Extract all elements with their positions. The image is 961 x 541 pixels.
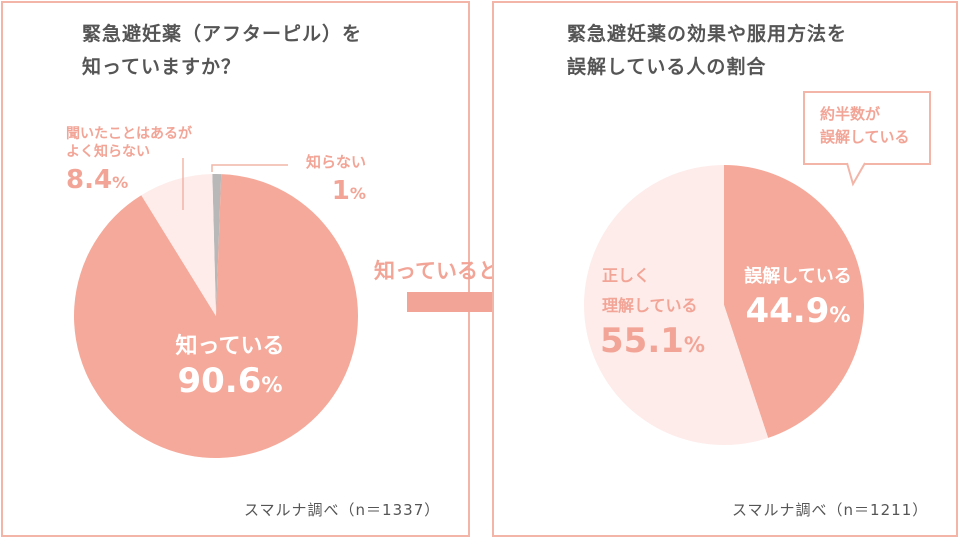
slice-value-understand: 55.1% (600, 324, 705, 358)
callout-bubble: 約半数が 誤解している (803, 91, 931, 165)
right-title-line-1: 緊急避妊薬の効果や服用方法を (567, 23, 848, 45)
slice-value-heard-number: 8.4 (66, 165, 113, 195)
slice-value-understand-unit: % (683, 332, 706, 357)
slice-label-understand-line-1: 正しく (602, 266, 651, 285)
callout-line-2: 誤解している (820, 128, 910, 146)
right-title-line-2: 誤解している人の割合 (567, 56, 767, 78)
slice-value-heard-not-know: 8.4% (66, 167, 128, 193)
slice-value-know: 90.6% (130, 364, 330, 398)
left-slice-know (74, 174, 358, 458)
right-slice-understand (583, 165, 769, 446)
slice-value-understand-number: 55.1 (600, 321, 684, 361)
slice-label-heard-not-know: 聞いたことはあるが よく知らない (66, 125, 192, 161)
slice-label-know: 知っている (175, 334, 285, 359)
slice-label-heard-line-1: 聞いたことはあるが (66, 126, 192, 142)
right-chart-title: 緊急避妊薬の効果や服用方法を 誤解している人の割合 (567, 18, 847, 84)
right-source-note: スマルナ調べ（n＝1211） (732, 501, 929, 519)
left-title-line-2: 知っていますか？ (82, 56, 242, 78)
slice-label-understand: 正しく 理解している (602, 261, 698, 321)
slice-label-understand-line-2: 理解している (602, 296, 698, 315)
right-arrow-icon (407, 278, 535, 326)
left-slice-heard-not-know (141, 174, 216, 316)
left-title-line-1: 緊急避妊薬（アフターピル）を (82, 23, 363, 45)
right-slice-misunderstand (724, 165, 864, 438)
slice-value-heard-unit: % (112, 173, 129, 192)
slice-value-know-number: 90.6 (177, 361, 262, 401)
leader-line-not-know (211, 164, 288, 172)
slice-value-know-unit: % (261, 372, 283, 397)
callout-line-1: 約半数が (820, 105, 881, 123)
callout-pointer (846, 162, 866, 187)
slice-value-not-know-number: 1 (331, 176, 350, 206)
left-chart-title: 緊急避妊薬（アフターピル）を 知っていますか？ (82, 18, 362, 84)
left-source-note: スマルナ調べ（n＝1337） (244, 501, 441, 519)
slice-value-misunderstand-unit: % (829, 302, 851, 327)
slice-label-misunderstand: 誤解している (744, 266, 852, 287)
slice-value-not-know-unit: % (349, 184, 366, 203)
slice-value-not-know: 1% (300, 178, 366, 204)
slice-label-heard-line-2: よく知らない (66, 144, 150, 160)
slice-value-misunderstand: 44.9% (728, 294, 868, 328)
slice-value-misunderstand-number: 44.9 (745, 291, 830, 331)
left-slice-not-know (212, 174, 222, 316)
slice-label-not-know: 知らない (305, 153, 366, 171)
